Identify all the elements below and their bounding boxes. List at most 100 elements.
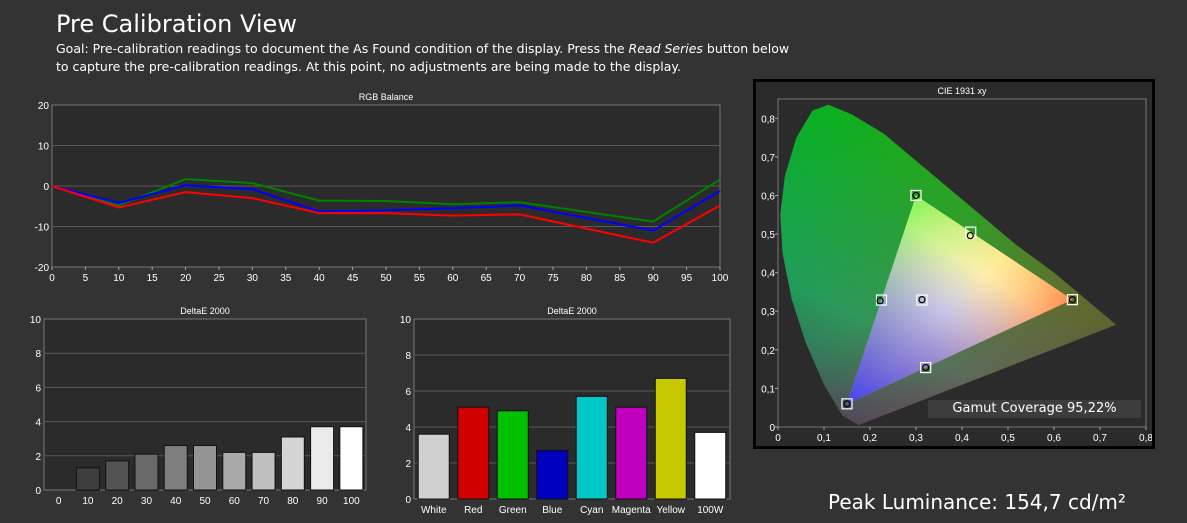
bar-x-label: 90	[317, 496, 329, 507]
bar-30	[134, 453, 159, 491]
bar-50	[193, 445, 217, 491]
bar-x-label: 20	[112, 496, 124, 507]
bar-x-label: 0	[56, 496, 62, 507]
page-title: Pre Calibration View	[56, 10, 297, 38]
bar-y-tick: 6	[405, 387, 411, 398]
bar-100w	[694, 431, 727, 500]
rgb-x-tick: 50	[380, 273, 392, 284]
cie-target-white	[916, 294, 928, 306]
cie-measured-cyan	[876, 297, 884, 305]
cie-measured-blue	[843, 400, 851, 408]
goal-text: Goal: Pre-calibration readings to docume…	[56, 40, 796, 76]
gamut-coverage: Gamut Coverage 95,22%	[928, 400, 1141, 418]
bar-10	[75, 467, 100, 491]
rgb-x-tick: 100	[712, 273, 729, 284]
bar-red	[457, 406, 490, 500]
rgb-series-line	[51, 178, 721, 223]
bar-x-label: 100	[343, 496, 360, 507]
goal-prefix: Goal: Pre-calibration readings to docume…	[56, 41, 629, 56]
goal-suffix: button below to capture the pre-calibrat…	[56, 41, 790, 74]
rgb-x-tick: 90	[648, 273, 660, 284]
cie-x-tick: 0,1	[817, 433, 831, 444]
rgb-x-tick: 55	[414, 273, 426, 284]
deltae-color-chart: DeltaE 2000 10 8 6 4 2 0 White Red Green Blue Cyan M…	[400, 306, 731, 516]
bar-100	[339, 426, 364, 491]
rgb-x-tick: 60	[447, 273, 459, 284]
cie-chart-title: CIE 1931 xy	[937, 86, 987, 96]
cie-1931-chart: CIE 1931 xy 0,8 0,7 0,6 0,5 0,4 0,3 0,2 0,1 00 0,1…	[756, 82, 1152, 446]
bar-green	[496, 410, 529, 500]
bar-x-label: 80	[287, 496, 299, 507]
bar-x-label: 30	[141, 496, 153, 507]
rgb-chart-title: RGB Balance	[359, 92, 414, 102]
bar-y-tick: 8	[405, 351, 411, 362]
cie-y-tick: 0,5	[761, 230, 775, 241]
rgb-x-tick: 15	[147, 273, 159, 284]
cie-x-tick: 0,8	[1139, 433, 1152, 444]
rgb-series-line	[51, 184, 721, 232]
bar-x-label: 100W	[697, 505, 724, 516]
bar-y-tick: 10	[400, 315, 412, 326]
bar-x-label: Cyan	[580, 505, 603, 516]
bar-x-label: Red	[464, 505, 482, 516]
bar-y-tick: 8	[35, 349, 41, 360]
rgb-x-tick: 30	[247, 273, 259, 284]
cie-measured-red	[1068, 296, 1076, 304]
bar-white	[417, 433, 450, 500]
bar-x-label: 70	[258, 496, 270, 507]
bar-40	[163, 445, 188, 491]
cie-gamut-blue-shade	[847, 195, 1073, 404]
bar-80	[280, 436, 305, 491]
cie-y-tick: 0,7	[761, 153, 775, 164]
cie-target-green	[910, 189, 922, 202]
bar-x-label: Green	[499, 505, 527, 516]
bar-x-label: 40	[170, 496, 182, 507]
cie-measured-magenta	[922, 363, 930, 372]
bar-y-tick: 0	[405, 495, 411, 506]
cie-x-tick: 0,2	[863, 433, 877, 444]
rgb-x-tick: 75	[547, 273, 559, 284]
rgb-x-tick: 65	[481, 273, 493, 284]
rgb-series-line	[51, 185, 721, 244]
cie-measured-yellow	[966, 232, 974, 240]
bar-x-label: White	[421, 505, 447, 516]
cie-target-red	[1066, 294, 1078, 306]
cie-y-tick: 0	[769, 423, 775, 434]
bar-magenta	[615, 406, 648, 500]
bar-blue	[536, 449, 569, 500]
rgb-x-tick: 20	[180, 273, 192, 284]
rgb-x-tick: 80	[581, 273, 593, 284]
cie-x-tick: 0	[775, 433, 781, 444]
bar-x-label: Magenta	[612, 505, 651, 516]
cie-target-yellow	[965, 226, 977, 238]
bar-y-tick: 2	[405, 459, 411, 470]
bar-y-tick: 6	[35, 383, 41, 394]
cie-y-tick: 0,8	[761, 114, 775, 125]
cie-x-tick: 0,4	[955, 433, 969, 444]
bar-x-label: Yellow	[656, 505, 685, 516]
cie-x-tick: 0,3	[909, 433, 923, 444]
cie-y-tick: 0,6	[761, 191, 775, 202]
bar-x-label: 10	[82, 496, 94, 507]
rgb-x-tick: 85	[614, 273, 626, 284]
rgb-y-tick: 20	[38, 101, 50, 112]
bar-y-tick: 4	[35, 418, 41, 429]
bar-y-tick: 10	[30, 315, 42, 326]
bar-chart-title: DeltaE 2000	[180, 306, 230, 316]
cie-measured-green	[912, 191, 920, 200]
cie-x-tick: 0,6	[1047, 433, 1061, 444]
bar-90	[310, 426, 335, 491]
rgb-x-tick: 25	[213, 273, 225, 284]
bar-60	[222, 451, 247, 491]
cie-y-tick: 0,4	[761, 269, 775, 280]
cie-x-tick: 0,5	[1001, 433, 1015, 444]
bar-20	[105, 460, 130, 491]
rgb-x-tick: 95	[681, 273, 693, 284]
cie-x-tick: 0,7	[1093, 433, 1107, 444]
bar-70	[251, 451, 276, 491]
bar-y-tick: 2	[35, 452, 41, 463]
bar-x-label: Blue	[542, 505, 562, 516]
rgb-x-tick: 70	[514, 273, 526, 284]
cie-target-magenta	[920, 361, 932, 374]
